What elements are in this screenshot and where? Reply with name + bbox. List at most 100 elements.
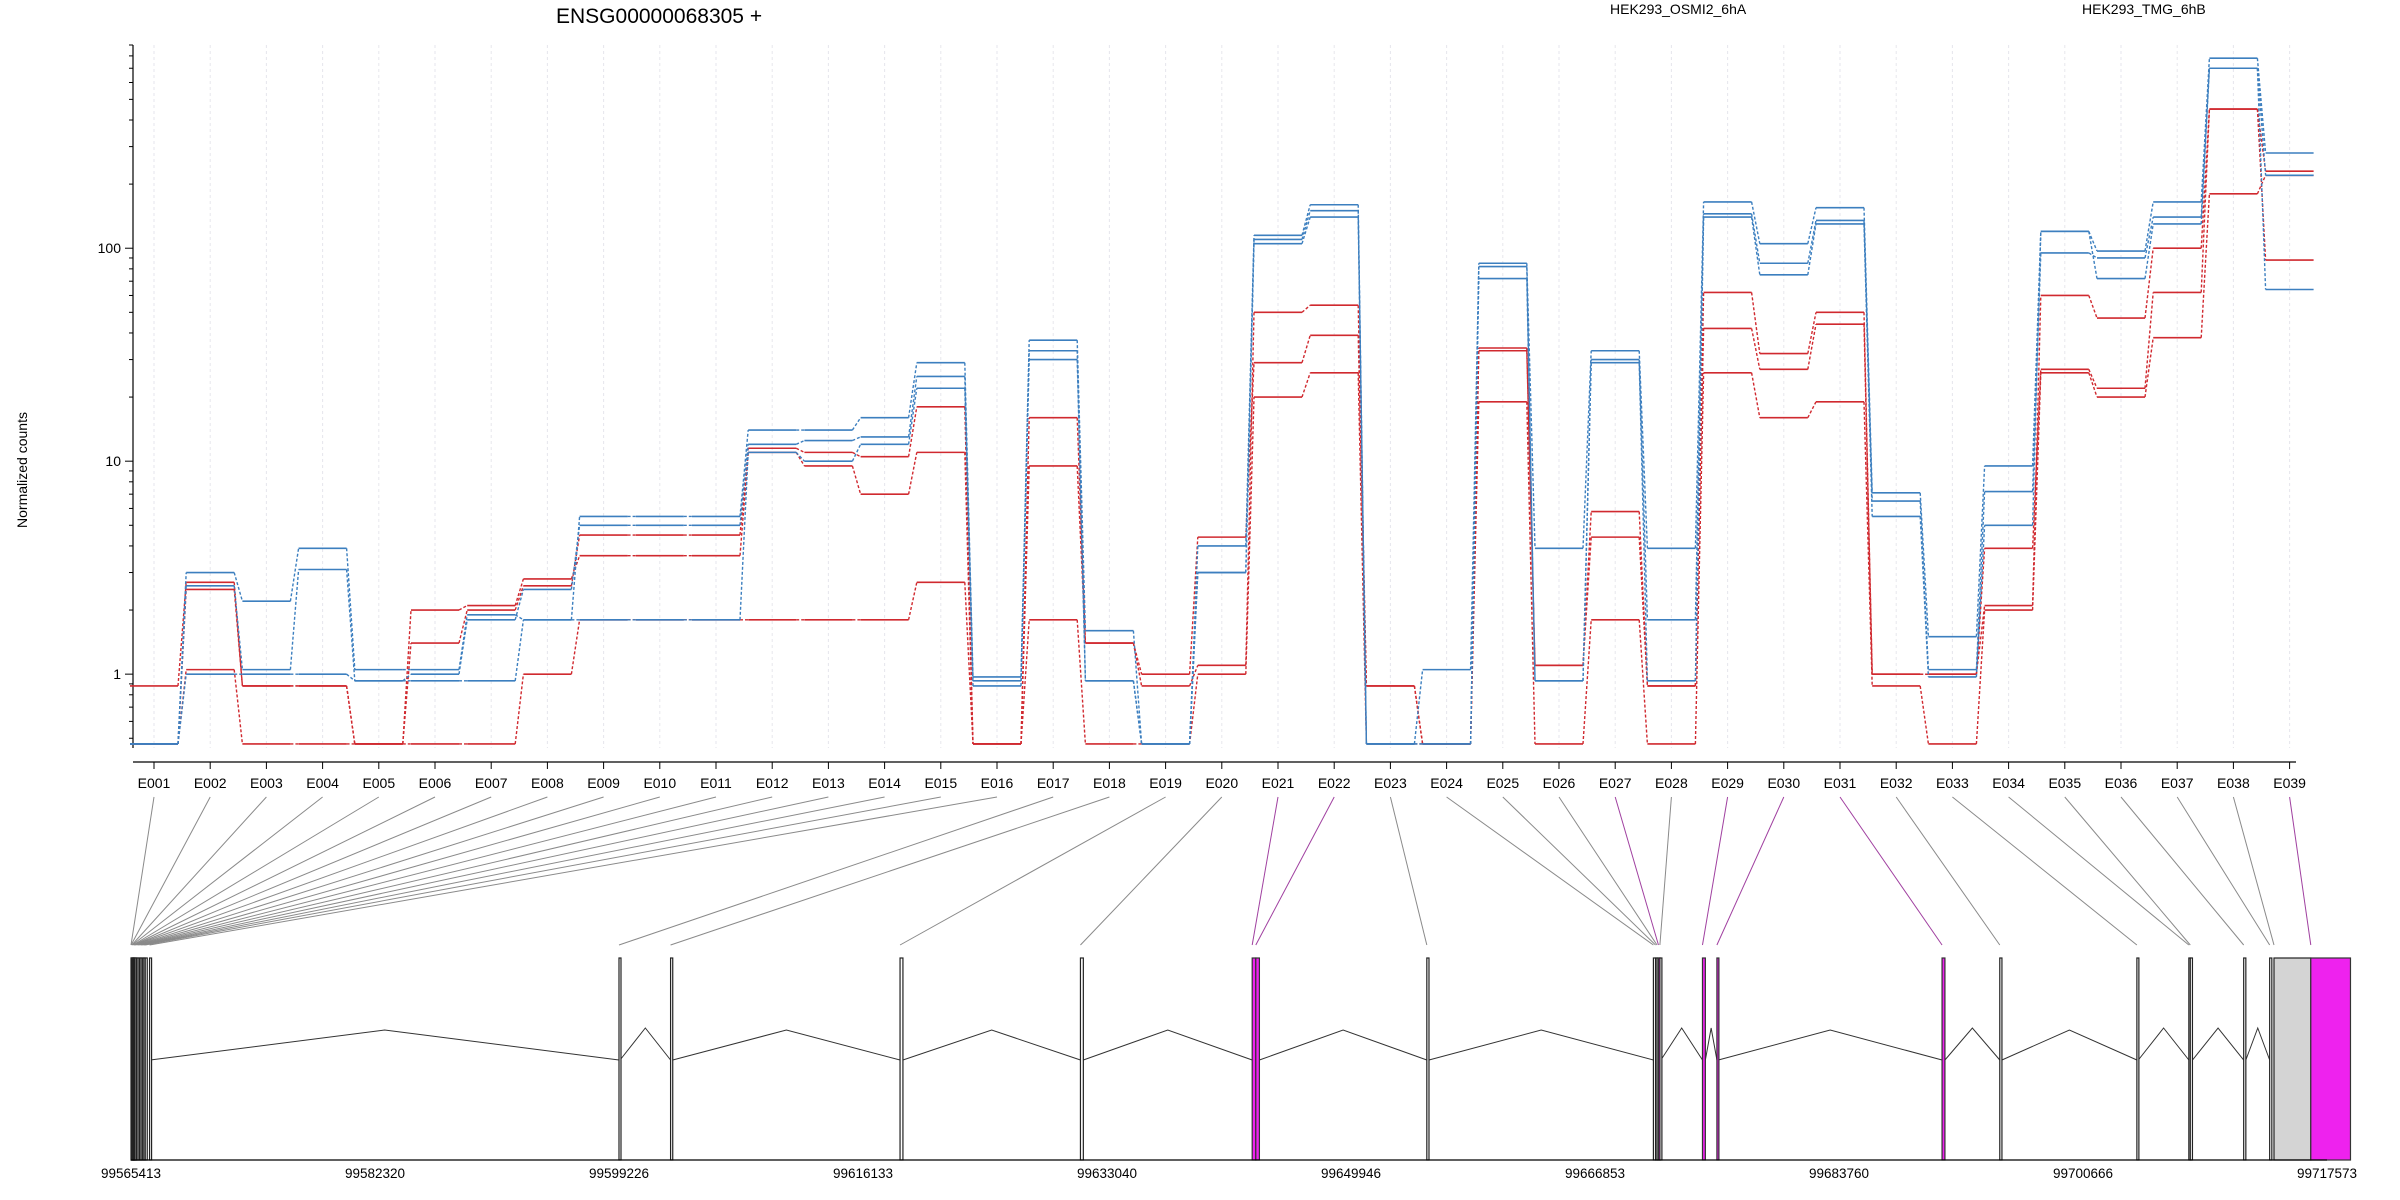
connector-E028 (1659, 796, 1672, 946)
intron (1718, 1029, 1943, 1061)
coord-tick-label: 99700666 (2053, 1166, 2113, 1181)
connector-E012 (140, 796, 773, 946)
intron (2192, 1027, 2245, 1061)
exon-label: E031 (1824, 775, 1857, 791)
intron (1704, 1027, 1718, 1061)
exon-label: E017 (1037, 775, 1070, 791)
exon-block-E019 (899, 957, 904, 1161)
coord-tick-label: 99616133 (833, 1166, 893, 1181)
exon-label: E039 (2273, 775, 2306, 791)
connector-E009 (136, 796, 604, 946)
connector-E019 (899, 796, 1166, 946)
connector-E008 (134, 796, 548, 946)
intron (619, 1027, 671, 1061)
coord-tick-label: 99599226 (589, 1166, 649, 1181)
coord-tick-label: 99649946 (1321, 1166, 1381, 1181)
exon-label: E026 (1543, 775, 1576, 791)
exon-block-E035 (2189, 957, 2194, 1161)
connector-E031 (1839, 796, 1943, 946)
grid (153, 45, 2291, 748)
exon-block-E016 (148, 957, 153, 1161)
exon-block-E017 (618, 957, 622, 1161)
exon-block-E020 (1079, 957, 1084, 1161)
y-tick-label: 10 (105, 453, 121, 469)
genomic-coordinate-axis: 99565413 99582320 99599226 99616133 99633040… (101, 1159, 2357, 1181)
connector-E010 (137, 796, 660, 946)
series-connector (177, 109, 2267, 745)
exon-block-E023 (1426, 957, 1430, 1161)
exon-block-E022 (1255, 957, 1261, 1161)
exon-label: E028 (1655, 775, 1688, 791)
gene-model (130, 957, 2352, 1161)
exon-label: E010 (643, 775, 676, 791)
coord-tick-label: 99582320 (345, 1166, 405, 1181)
exon-label: E007 (475, 775, 508, 791)
intron (1259, 1029, 1427, 1061)
connector-E007 (134, 796, 492, 946)
exon-block-E031 (1941, 957, 1946, 1161)
connector-E015 (145, 796, 941, 946)
exon-label: E035 (2048, 775, 2081, 791)
connector-E005 (132, 796, 380, 946)
connector-E020 (1080, 796, 1223, 946)
exon-label: E037 (2161, 775, 2194, 791)
connector-E023 (1389, 796, 1428, 946)
intron (150, 1029, 620, 1061)
exon-label: E008 (531, 775, 564, 791)
connector-E003 (131, 796, 267, 946)
intron (2001, 1029, 2138, 1061)
connector-E014 (143, 796, 885, 946)
exon-label: E022 (1318, 775, 1351, 791)
exon-label: E020 (1205, 775, 1238, 791)
exon-label: E038 (2217, 775, 2250, 791)
coord-tick-label: 99666853 (1565, 1166, 1625, 1181)
intron (1083, 1029, 1253, 1061)
exon-block-E032 (1999, 957, 2003, 1161)
exon-label: E032 (1880, 775, 1913, 791)
exon-label: E030 (1767, 775, 1800, 791)
exon-label: E003 (250, 775, 283, 791)
connector-E038 (2232, 796, 2275, 946)
connector-E016 (149, 796, 998, 946)
connector-E034 (2008, 796, 2190, 946)
connector-E013 (142, 796, 829, 946)
series-connector (177, 109, 2267, 745)
connector-E018 (670, 796, 1110, 946)
exon-label: E006 (419, 775, 452, 791)
exon-block-E038 (2273, 957, 2312, 1161)
exon-label: E001 (138, 775, 171, 791)
connector-E029 (1701, 796, 1729, 946)
connector-E030 (1716, 796, 1785, 946)
coord-tick-label: 99633040 (1077, 1166, 1137, 1181)
intron (1944, 1027, 2001, 1061)
y-axis: 1 10 100 (98, 44, 134, 748)
connector-E035 (2064, 796, 2191, 946)
exon-label: E013 (812, 775, 845, 791)
plot-series (130, 57, 2314, 745)
exon-label: E002 (194, 775, 227, 791)
exon-label: E005 (362, 775, 395, 791)
exon-label: E014 (868, 775, 901, 791)
exon-block-E029 (1701, 957, 1706, 1161)
exon-label: E018 (1093, 775, 1126, 791)
coord-tick-label: 99683760 (1809, 1166, 1869, 1181)
exon-block-E039 (2310, 957, 2352, 1161)
chart-title: ENSG00000068305 + (556, 5, 762, 28)
connector-E011 (139, 796, 717, 946)
exon-label: E021 (1262, 775, 1295, 791)
intron (2245, 1026, 2271, 1061)
connector-E001 (130, 796, 155, 946)
series-5-HEK293_TMG_6hB (130, 67, 2314, 745)
legend-label-tmg: HEK293_TMG_6hB (2082, 1, 2206, 17)
exon-label: E036 (2105, 775, 2138, 791)
intron (902, 1029, 1081, 1061)
exon-label: E019 (1149, 775, 1182, 791)
exon-label: E016 (981, 775, 1014, 791)
exon-label: E009 (587, 775, 620, 791)
y-tick-label: 100 (98, 240, 122, 256)
connector-E017 (618, 796, 1054, 946)
exon-block-E036 (2243, 957, 2247, 1161)
connector-E036 (2120, 796, 2245, 946)
connector-E032 (1895, 796, 2001, 946)
connector-E039 (2289, 796, 2312, 946)
